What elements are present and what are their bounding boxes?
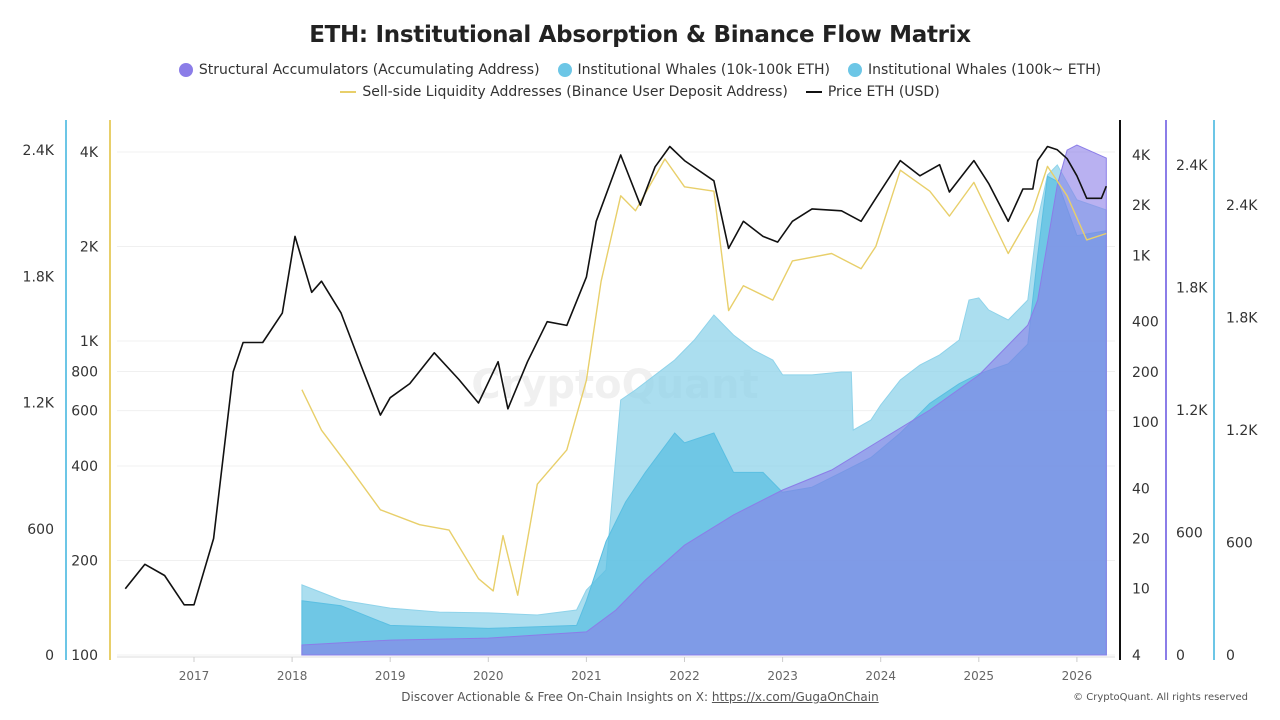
footer-link[interactable]: https://x.com/GugaOnChain	[711, 690, 879, 704]
legend-item-whales-100k[interactable]: Institutional Whales (100k~ ETH)	[847, 62, 1102, 78]
legend-line-icon	[340, 91, 357, 93]
x-tick-label: 2026	[1062, 669, 1093, 683]
axis-tick-label: 600	[1226, 536, 1253, 552]
x-tick-label: 2019	[375, 669, 406, 683]
x-tick-label: 2024	[865, 669, 896, 683]
line-sell-side-liquidity-addresses-binance-user-deposit-address	[301, 158, 1107, 596]
legend-label: Price ETH (USD)	[827, 84, 940, 100]
legend-dot-icon	[847, 63, 862, 77]
axis-tick-label: 100	[1132, 415, 1159, 431]
axis-tick-label: 0	[1176, 648, 1185, 664]
axis-tick-label: 1.2K	[1226, 423, 1258, 439]
legend-dot-icon	[178, 63, 193, 77]
x-tick-label: 2017	[179, 669, 210, 683]
axis-tick-label: 600	[71, 404, 98, 420]
axis-tick-label: 1K	[1132, 248, 1151, 264]
axis-tick-label: 0	[1226, 648, 1235, 664]
axis-tick-label: 600	[1176, 526, 1203, 542]
footer-text: Discover Actionable & Free On-Chain Insi…	[401, 690, 712, 704]
legend-dot-icon	[557, 63, 572, 77]
copyright: © CryptoQuant. All rights reserved	[1073, 692, 1248, 703]
legend-item-price[interactable]: Price ETH (USD)	[805, 84, 940, 100]
x-tick-label: 2018	[277, 669, 308, 683]
legend-label: Structural Accumulators (Accumulating Ad…	[198, 62, 540, 78]
axis-tick-label: 400	[71, 459, 98, 475]
legend-label: Sell-side Liquidity Addresses (Binance U…	[362, 84, 788, 100]
legend-row-2: Sell-side Liquidity Addresses (Binance U…	[0, 84, 1280, 100]
axis-tick-label: 0	[45, 648, 54, 664]
legend-row-1: Structural Accumulators (Accumulating Ad…	[0, 62, 1280, 78]
axis-tick-label: 1.8K	[1226, 311, 1258, 327]
axis-tick-label: 100	[71, 648, 98, 664]
axis-tick-label: 600	[27, 522, 54, 538]
legend-item-binance-deposit[interactable]: Sell-side Liquidity Addresses (Binance U…	[340, 84, 788, 100]
axis-tick-label: 2K	[1132, 198, 1151, 214]
axis-tick-label: 4K	[80, 145, 99, 161]
axis-tick-label: 4K	[1132, 148, 1151, 164]
axis-tick-label: 2.4K	[1226, 198, 1258, 214]
line-price-eth-usd	[124, 145, 1108, 606]
footer: Discover Actionable & Free On-Chain Insi…	[0, 690, 1280, 704]
axis-tick-label: 200	[71, 553, 98, 569]
x-tick-label: 2022	[669, 669, 700, 683]
legend-line-icon	[805, 91, 822, 93]
axis-tick-label: 1.2K	[1176, 403, 1208, 419]
axis-tick-label: 2.4K	[1176, 158, 1208, 174]
legend-label: Institutional Whales (10k-100k ETH)	[577, 62, 830, 78]
axis-tick-label: 200	[1132, 365, 1159, 381]
axis-tick-label: 1.8K	[23, 269, 55, 285]
axis-tick-label: 400	[1132, 315, 1159, 331]
axis-tick-label: 2K	[80, 240, 99, 256]
axis-tick-label: 1K	[80, 334, 99, 350]
area-structural-accumulators-accumulating-address	[301, 144, 1107, 656]
axis-tick-label: 4	[1132, 648, 1141, 664]
axis-tick-label: 2.4K	[23, 143, 55, 159]
axis-tick-label: 20	[1132, 532, 1150, 548]
axis-tick-label: 1.2K	[23, 396, 55, 412]
axis-tick-label: 1.8K	[1176, 281, 1208, 297]
axis-tick-label: 10	[1132, 582, 1150, 598]
chart-title: ETH: Institutional Absorption & Binance …	[309, 22, 971, 48]
legend-item-whales-10k[interactable]: Institutional Whales (10k-100k ETH)	[557, 62, 830, 78]
legend-label: Institutional Whales (100k~ ETH)	[867, 62, 1102, 78]
axis-tick-label: 40	[1132, 481, 1150, 497]
x-tick-label: 2025	[964, 669, 995, 683]
x-tick-label: 2023	[767, 669, 798, 683]
x-tick-label: 2021	[571, 669, 602, 683]
x-tick-label: 2020	[473, 669, 504, 683]
axis-tick-label: 800	[71, 364, 98, 380]
legend-item-structural[interactable]: Structural Accumulators (Accumulating Ad…	[178, 62, 540, 78]
